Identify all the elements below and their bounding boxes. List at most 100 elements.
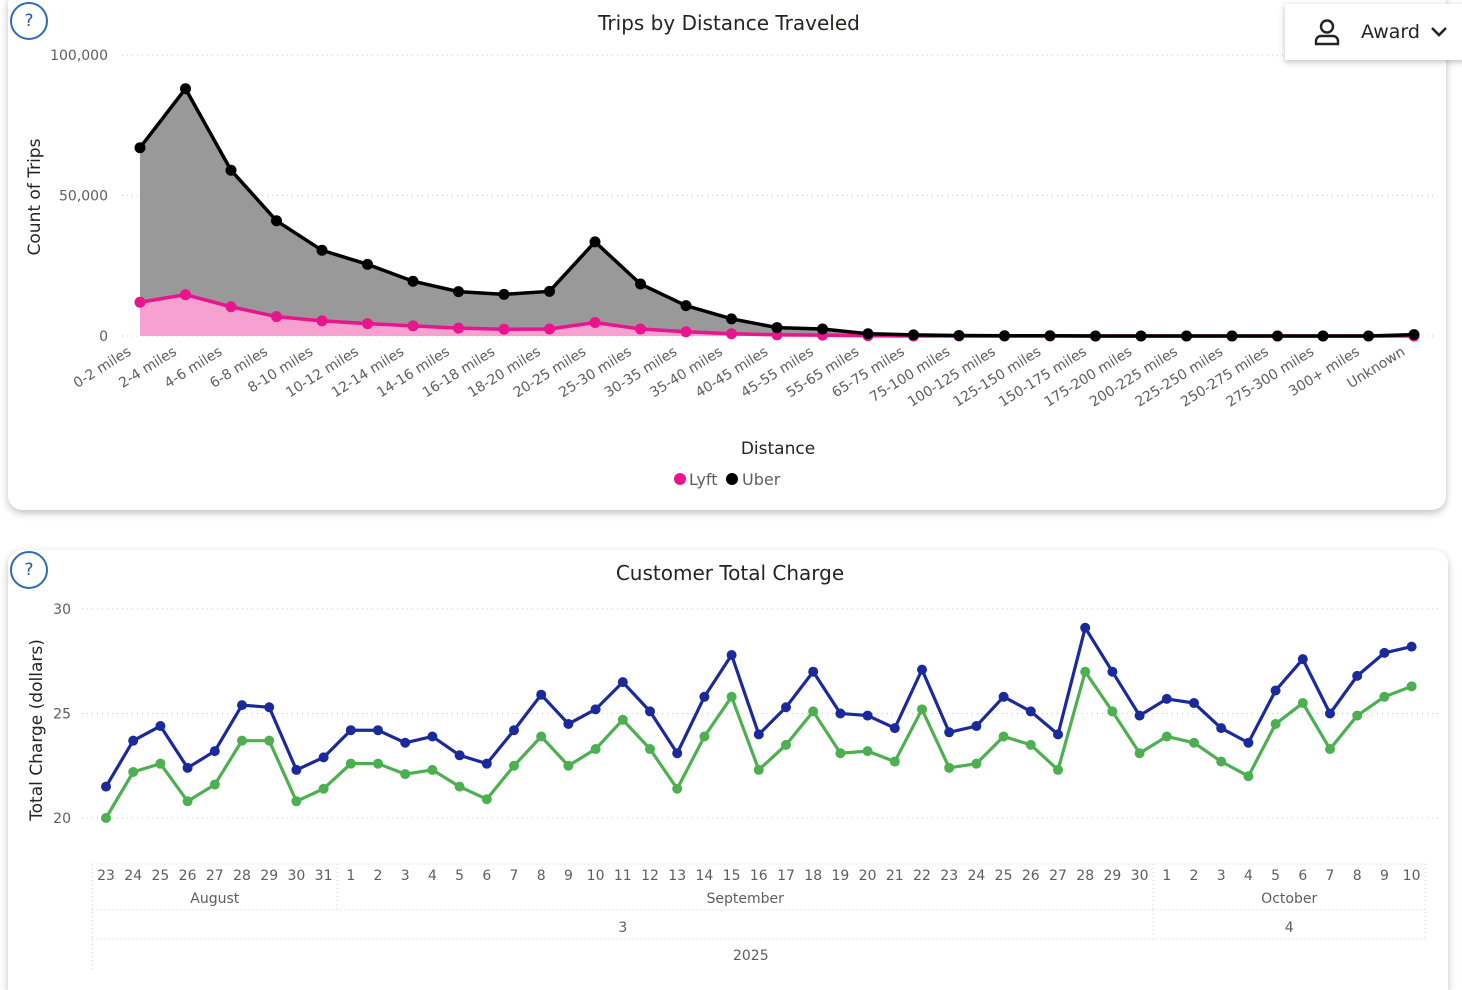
legend-label-lyft: Lyft [689,470,718,489]
y-axis-label: Total Charge (dollars) [27,639,47,822]
x-tick-label: 2 [374,868,383,884]
quarter-label: 3 [618,920,627,936]
lyft-point [180,289,191,301]
series-point [862,746,873,757]
uber-point [407,275,419,287]
series-point [944,762,955,773]
user-menu[interactable]: Award [1285,4,1462,60]
series-point [808,706,819,717]
series-point [699,731,710,742]
lyft-point [498,323,510,335]
x-tick-label: 25 [151,868,169,884]
x-tick-label: 4 [1244,868,1253,884]
series-point [318,752,329,763]
series-point [1025,706,1036,717]
series-point [1270,685,1281,696]
series-point [155,721,166,732]
x-tick-label: 19 [831,868,849,884]
uber-point [589,236,601,248]
series-point [672,748,683,759]
x-tick-label: 29 [1103,868,1121,884]
y-tick-label: 20 [53,811,71,827]
lyft-point [453,322,464,334]
series-point [264,735,275,746]
x-tick-label: 1 [346,868,355,884]
series-point [237,735,247,746]
series-point [1107,706,1118,717]
x-tick-label: 3 [1217,868,1226,884]
series-point [944,727,955,738]
series-point [400,737,411,748]
series-point [563,760,574,771]
series-point [209,746,220,757]
uber-point [180,83,191,95]
x-tick-label: 24 [967,868,985,884]
lyft-point [589,317,601,329]
x-tick-label: 10 [587,868,605,884]
series-point [1352,670,1363,681]
y-tick-label: 25 [53,707,71,723]
x-tick-label: 20 [859,868,877,884]
series-point [1161,693,1172,704]
chevron-down-icon [1431,27,1447,37]
uber-point [726,313,737,325]
series-point [1243,771,1254,782]
series-point [1080,666,1091,677]
series-point [237,700,247,711]
series-point [101,813,111,823]
uber-point [953,329,965,341]
x-tick-label: 30 [1131,868,1149,884]
month-label: August [190,891,240,907]
series-line [104,623,1412,788]
series-point [182,796,193,807]
series-point [617,677,628,688]
series-point [998,731,1009,742]
uber-point [635,278,646,290]
series-point [645,744,655,755]
y-tick-label: 30 [53,602,71,618]
series-point [481,794,492,805]
x-tick-label: 6 [482,868,491,884]
series-line [104,667,1413,819]
x-tick-label: 24 [124,868,142,884]
series-point [373,725,383,736]
uber-point [817,323,828,335]
x-tick-label: 26 [1022,868,1040,884]
x-tick-label: 5 [1271,868,1280,884]
series-point [889,723,900,734]
x-tick-label: 12 [641,868,659,884]
x-tick-label: 8 [1353,868,1362,884]
uber-point [544,285,555,297]
series-point [1379,691,1390,702]
series-point [1053,729,1063,740]
user-name: Award [1361,21,1420,43]
x-axis-label: Distance [741,439,815,459]
x-tick-label: 21 [886,868,904,884]
lyft-area [140,294,1414,336]
x-tick-label: 31 [315,868,333,884]
uber-point [680,300,692,312]
lyft-point [726,328,737,340]
month-label: October [1261,891,1317,907]
x-tick-label: 25 [995,868,1013,884]
month-label: September [707,891,785,907]
series-point [264,702,275,713]
lyft-point [407,320,419,332]
uber-point [134,142,146,154]
series-point [590,704,601,715]
help-button[interactable]: ? [10,2,48,40]
x-tick-label: 3 [401,868,410,884]
lyft-point [134,296,146,308]
series-point [536,731,547,742]
help-button[interactable]: ? [10,551,48,589]
customer-total-charge-card [8,550,1448,990]
uber-point [1272,330,1283,342]
lyft-point [544,323,555,335]
x-tick-label: 8 [537,868,546,884]
series-point [971,721,982,732]
x-tick-label: 15 [723,868,741,884]
uber-point [1317,330,1329,342]
legend-marker-lyft [674,473,686,485]
series-point [1325,708,1335,719]
x-tick-label: 16 [750,868,768,884]
